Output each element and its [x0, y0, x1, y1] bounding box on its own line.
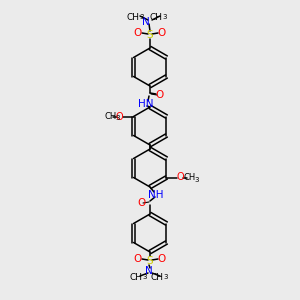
Text: 3: 3 [164, 274, 168, 280]
Text: S: S [147, 256, 153, 266]
Text: 3: 3 [143, 274, 147, 280]
Text: CH: CH [183, 173, 196, 182]
Text: O: O [158, 254, 166, 264]
Text: O: O [158, 28, 166, 38]
Text: NH: NH [148, 190, 164, 200]
Text: HN: HN [138, 99, 154, 109]
Text: N: N [145, 266, 153, 276]
Text: CH: CH [104, 112, 117, 121]
Text: O: O [134, 254, 142, 264]
Text: CH: CH [149, 13, 163, 22]
Text: S: S [147, 30, 153, 40]
Text: O: O [177, 172, 184, 182]
Text: 3: 3 [140, 14, 144, 20]
Text: O: O [137, 198, 145, 208]
Text: N: N [142, 17, 150, 27]
Text: CH: CH [127, 13, 140, 22]
Text: 3: 3 [115, 116, 120, 122]
Text: CH: CH [151, 272, 164, 281]
Text: 3: 3 [163, 14, 167, 20]
Text: O: O [116, 112, 123, 122]
Text: O: O [134, 28, 142, 38]
Text: 3: 3 [194, 176, 199, 182]
Text: O: O [155, 90, 163, 100]
Text: CH: CH [130, 272, 142, 281]
